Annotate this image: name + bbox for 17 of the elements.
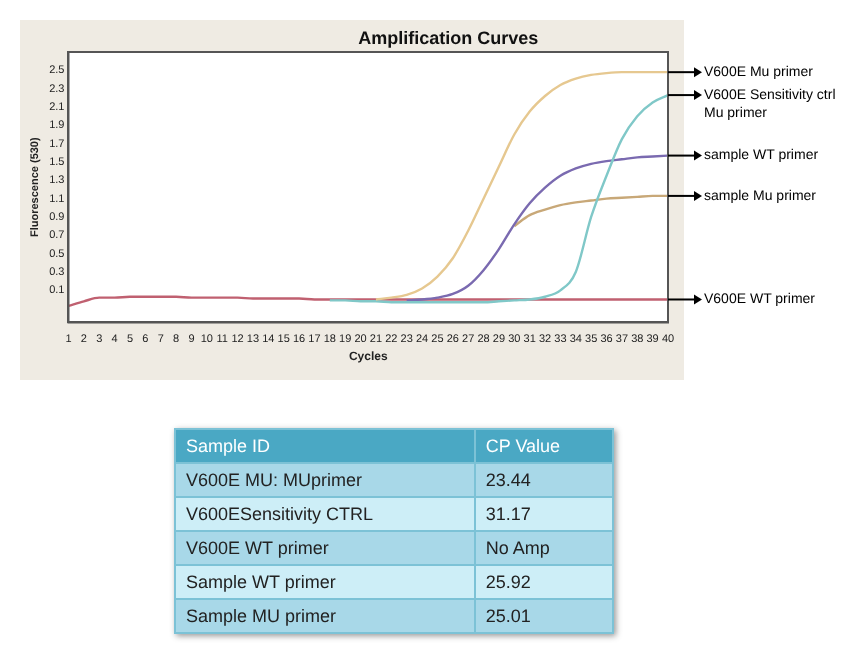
line-series xyxy=(513,194,668,228)
line-series xyxy=(374,70,668,301)
text: No Amp xyxy=(474,531,613,565)
text: 25.01 xyxy=(474,599,613,633)
text: V600ESensitivity CTRL xyxy=(175,497,475,531)
text: Sample MU primer xyxy=(175,599,475,633)
text: Sample WT primer xyxy=(175,565,475,599)
line-series xyxy=(328,93,668,304)
text: V600E WT primer xyxy=(175,531,475,565)
line-series xyxy=(405,154,668,302)
text: CP Value xyxy=(474,429,613,463)
text: V600E MU: MUprimer xyxy=(175,463,475,497)
text: 23.44 xyxy=(474,463,613,497)
text: 31.17 xyxy=(474,497,613,531)
text: Sample ID xyxy=(175,429,475,463)
chart-title: Amplification Curves xyxy=(358,28,539,48)
text: 25.92 xyxy=(474,565,613,599)
